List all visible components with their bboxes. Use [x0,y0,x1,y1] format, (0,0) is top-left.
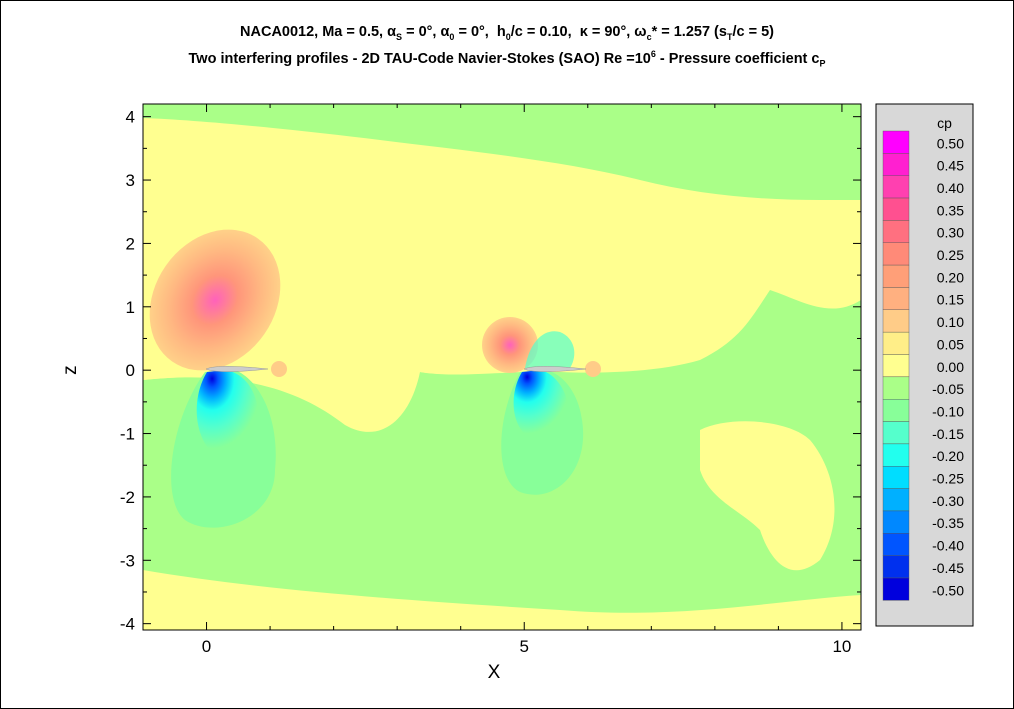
y-tick-label: -4 [120,615,135,634]
legend-swatch [882,331,910,355]
legend-label: -0.10 [932,403,964,419]
legend-swatch [882,309,910,333]
y-tick-label: 0 [126,361,135,380]
legend-label: -0.25 [932,471,964,487]
legend-swatch [882,555,910,579]
legend-label: 0.25 [937,247,964,263]
legend-label: -0.20 [932,448,964,464]
legend-label: -0.15 [932,426,964,442]
profile2-upper-suction [525,331,575,368]
y-tick-label: -1 [120,425,135,444]
legend-swatch [882,421,910,445]
legend-title: cp [937,115,952,131]
profile2-airfoil [523,366,587,372]
legend-swatch [882,488,910,512]
legend-swatch [882,443,910,467]
profile2-lower-lobe-inner [513,370,568,441]
legend-label: 0.45 [937,158,964,174]
legend-swatch [882,220,910,243]
profile2-upper-lobe [482,317,538,373]
x-tick-label: 10 [832,637,851,656]
x-axis-label: X [488,662,501,683]
legend-label: -0.30 [932,493,964,509]
legend-label: -0.40 [932,538,964,554]
y-tick-label: 3 [126,171,135,190]
legend-label: 0.15 [937,292,964,308]
legend-label: 0.30 [937,225,964,241]
profile1-lower-lobe-inner [196,370,259,458]
legend-swatch [882,466,910,489]
legend-label: -0.05 [932,381,964,397]
profile2-te-spot [585,361,601,377]
legend-label: -0.50 [932,582,964,598]
legend-label: 0.20 [937,269,964,285]
profile1-te-spot [271,361,287,377]
legend-label: 0.00 [937,359,964,375]
chart-title-line2: Two interfering profiles - 2D TAU-Code N… [188,49,826,69]
y-tick-label: -2 [120,488,135,507]
field-zero-band-lower [143,570,861,630]
field-island [700,421,835,571]
profile1-upper-lobe [149,229,281,371]
plot-border [142,103,862,631]
legend-label: 0.40 [937,180,964,196]
y-tick-label: 4 [126,108,135,127]
legend: cp 0.50 0.45 0.40 0.35 0.30 0.25 0.20 0.15 0.10 0.… [875,103,974,627]
legend-swatch [882,354,910,378]
field-zero-band [143,118,861,432]
legend-swatch [882,197,910,221]
y-tick-label: 1 [126,298,135,317]
legend-swatch [882,399,910,422]
legend-swatch [882,130,910,154]
chart-title-line1: NACA0012, Ma = 0.5, αS = 0°, α0 = 0°, h0… [240,24,774,42]
legend-label: -0.35 [932,515,964,531]
y-tick-label: 2 [126,234,135,253]
legend-swatch [882,577,910,601]
legend-swatch [882,175,910,199]
profile1-airfoil [205,366,269,372]
legend-swatch [882,510,910,534]
legend-label: -0.45 [932,560,964,576]
y-tick-label: -3 [120,551,135,570]
legend-swatch [882,264,910,288]
contour-field [143,104,861,630]
legend-swatch [882,242,910,266]
legend-label: 0.05 [937,336,964,352]
legend-swatch [882,287,910,311]
y-axis-label: z [60,365,81,375]
legend-label: 0.35 [937,202,964,218]
legend-label: 0.50 [937,135,964,151]
legend-label: 0.10 [937,314,964,330]
legend-swatch [882,533,910,556]
x-tick-label: 0 [202,637,211,656]
legend-swatch [882,376,910,400]
x-tick-label: 5 [520,637,529,656]
legend-swatch [882,153,910,176]
field-top-edge [143,104,861,135]
